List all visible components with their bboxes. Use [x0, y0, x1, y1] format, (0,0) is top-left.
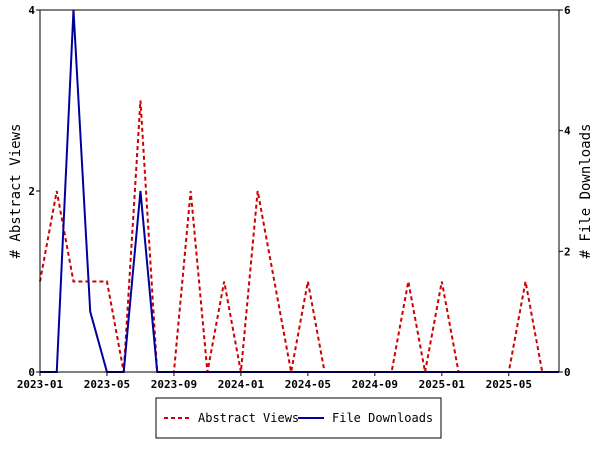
y-left-axis-title: # Abstract Views: [8, 124, 24, 259]
x-tick-label: 2025-01: [419, 378, 466, 391]
y-right-axis-title: # File Downloads: [578, 124, 594, 259]
plot-area: [39, 9, 559, 373]
x-tick-label: 2025-05: [486, 378, 532, 391]
y-right-tick-label: 0: [564, 366, 571, 379]
y-left-tick-label: 0: [28, 366, 35, 379]
legend-label-file-downloads: File Downloads: [332, 411, 433, 425]
x-tick-label: 2024-09: [352, 378, 398, 391]
y-left-tick-label: 4: [28, 4, 35, 17]
series-line-abstract-views: [39, 100, 559, 373]
axes: 0 2 4 0 2 4 6 2023-01 2023-05 2023-09 2024-01 2024-…: [8, 4, 594, 391]
plot-border: [39, 9, 560, 373]
x-tick-label: 2024-05: [285, 378, 331, 391]
x-tick-label: 2023-05: [84, 378, 130, 391]
y-right-tick-label: 6: [564, 4, 571, 17]
x-tick-label: 2023-09: [151, 378, 197, 391]
legend-label-abstract-views: Abstract Views: [198, 411, 299, 425]
x-tick-label: 2024-01: [218, 378, 265, 391]
x-tick-label: 2023-01: [17, 378, 64, 391]
legend: Abstract Views File Downloads: [155, 397, 442, 439]
y-left-tick-label: 2: [28, 185, 35, 198]
y-right-tick-label: 4: [564, 125, 571, 138]
y-right-tick-label: 2: [564, 245, 571, 258]
series-line-file-downloads: [40, 9, 559, 373]
